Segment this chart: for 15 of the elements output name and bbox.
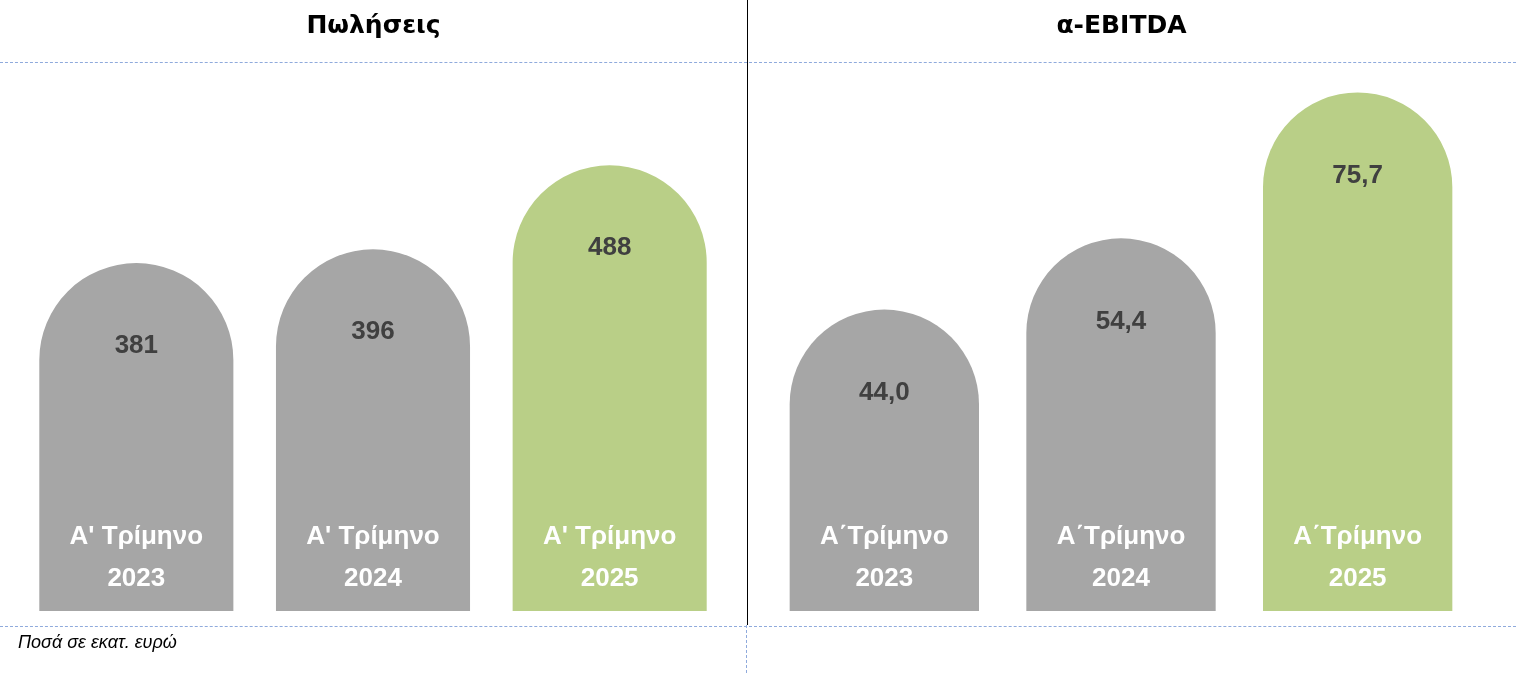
text: Ποσά σε εκατ. ευρώ — [18, 632, 177, 653]
x-tick-label: Α΄Τρίμηνο 2023 — [819, 520, 949, 593]
data-label: 54,4 — [1095, 304, 1147, 335]
data-label: 44,0 — [859, 375, 910, 406]
x-tick-label: Α΄Τρίμηνο 2025 — [1293, 520, 1423, 593]
data-label: 488 — [587, 231, 632, 262]
data-label: 381 — [114, 329, 159, 360]
data-label: 396 — [351, 315, 395, 346]
chart-title: Πωλήσεις — [305, 9, 442, 41]
x-tick-label: Α΄Τρίμηνο 2024 — [1056, 520, 1186, 593]
chart-title: α-EBITDA — [1055, 9, 1188, 41]
data-label: 75,7 — [1332, 158, 1383, 189]
x-tick-label: Α' Τρίμηνο 2024 — [306, 520, 440, 593]
x-tick-label: Α' Τρίμηνο 2025 — [542, 520, 677, 593]
x-tick-label: Α' Τρίμηνο 2023 — [69, 520, 204, 593]
